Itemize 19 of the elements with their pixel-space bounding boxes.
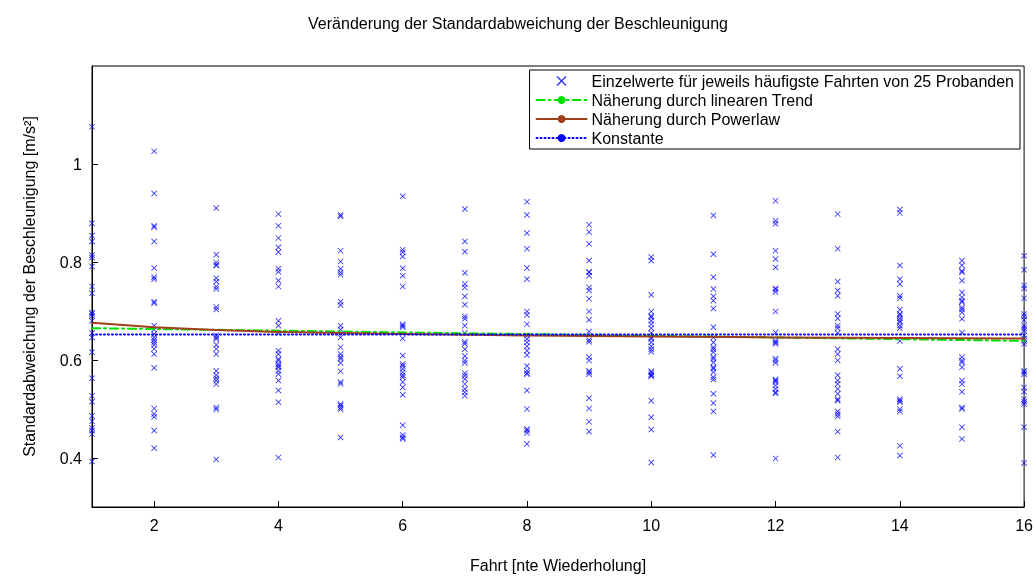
legend-label: Einzelwerte für jeweils häufigste Fahrten von 25 Probanden: [591, 72, 1014, 90]
x-axis-title: Fahrt [nte Wiederholung]: [470, 556, 647, 574]
y-axis-title: Standardabweichung der Beschleunigung [m/s²]: [20, 116, 38, 457]
x-tick-label: 8: [522, 516, 532, 534]
legend-label: Konstante: [591, 129, 664, 147]
y-tick-label: 0.8: [59, 253, 83, 271]
legend-label: Näherung durch Powerlaw: [591, 110, 781, 128]
x-tick-label: 14: [890, 516, 909, 534]
chart-title: Veränderung der Standardabweichung der Beschleunigung: [308, 14, 728, 32]
x-tick-label: 6: [398, 516, 408, 534]
y-tick-label: 0.6: [59, 351, 83, 369]
legend-label: Näherung durch linearen Trend: [591, 91, 814, 109]
x-tick-label: 12: [766, 516, 785, 534]
x-tick-label: 16: [1015, 516, 1034, 534]
x-tick-label: 2: [149, 516, 159, 534]
y-tick-label: 0.4: [59, 449, 83, 467]
x-tick-label: 10: [642, 516, 661, 534]
x-tick-label: 4: [273, 516, 283, 534]
y-tick-label: 1: [73, 155, 83, 173]
